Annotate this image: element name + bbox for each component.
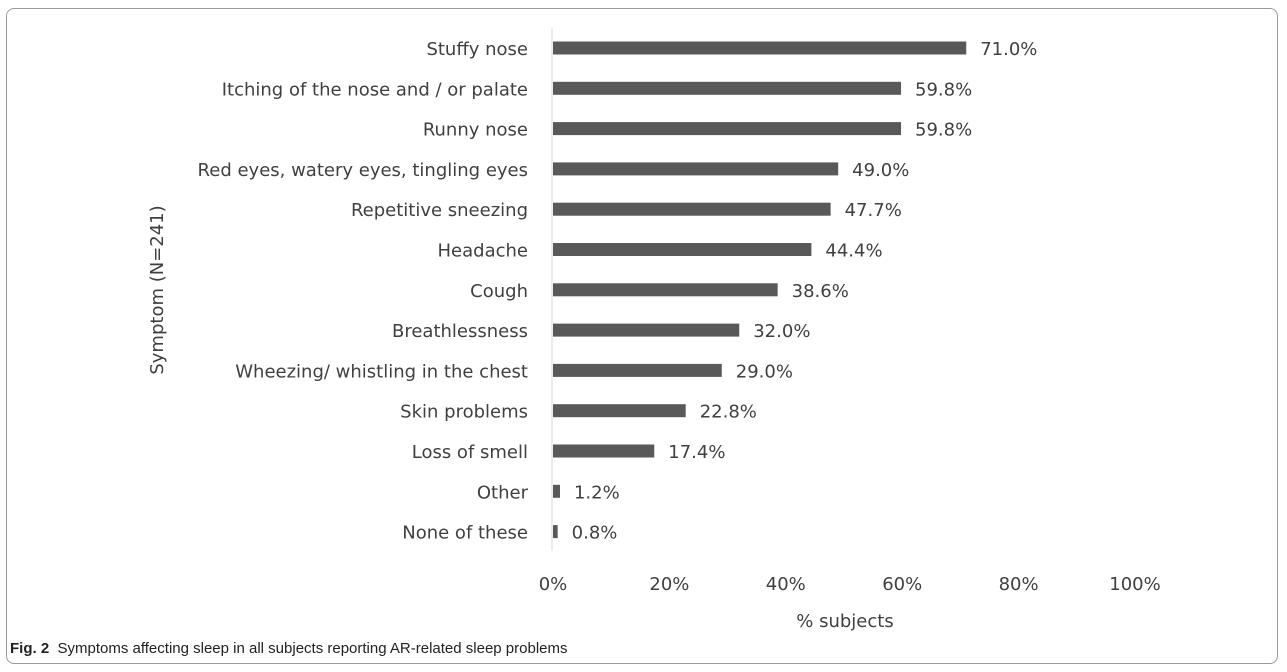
bar — [553, 243, 812, 256]
data-label: 71.0% — [980, 39, 1037, 60]
data-label: 29.0% — [736, 361, 793, 382]
caption-text: Symptoms affecting sleep in all subjects… — [57, 640, 568, 657]
data-label: 44.4% — [825, 241, 882, 262]
data-label: 49.0% — [852, 160, 909, 181]
bar — [553, 363, 722, 377]
category-label: Red eyes, watery eyes, tingling eyes — [198, 160, 528, 181]
y-axis-label: Symptom (N=241) — [147, 205, 168, 374]
data-label: 38.6% — [792, 281, 849, 302]
bar — [553, 202, 831, 216]
category-label: Runny nose — [423, 120, 528, 141]
x-tick-label: 100% — [1109, 574, 1160, 595]
category-label: Stuffy nose — [426, 39, 528, 60]
bar — [553, 323, 740, 337]
bar — [553, 484, 560, 498]
category-label: Loss of smell — [412, 442, 528, 463]
category-label: Headache — [438, 241, 528, 262]
bar — [553, 81, 902, 95]
figure-frame — [6, 8, 1278, 664]
category-label: Breathlessness — [392, 321, 528, 342]
data-label: 59.8% — [915, 120, 972, 141]
bar — [553, 122, 902, 136]
data-label: 0.8% — [572, 523, 618, 544]
data-label: 32.0% — [753, 321, 810, 342]
bar — [553, 41, 967, 55]
data-label: 22.8% — [700, 402, 757, 423]
category-label: Skin problems — [400, 402, 528, 423]
category-label: Wheezing/ whistling in the chest — [235, 361, 528, 382]
x-tick-label: 0% — [539, 574, 568, 595]
data-label: 47.7% — [845, 200, 902, 221]
data-label: 59.8% — [915, 79, 972, 100]
bar — [553, 525, 558, 539]
figure-caption: Fig. 2 Symptoms affecting sleep in all s… — [10, 640, 568, 657]
x-tick-label: 20% — [649, 574, 689, 595]
bar — [553, 283, 778, 297]
x-tick-label: 80% — [999, 574, 1039, 595]
category-label: Itching of the nose and / or palate — [222, 79, 528, 100]
x-tick-label: 60% — [882, 574, 922, 595]
data-label: 1.2% — [574, 482, 620, 503]
x-tick-label: 40% — [766, 574, 806, 595]
bar — [553, 404, 686, 418]
bar — [553, 444, 655, 458]
caption-label: Fig. 2 — [10, 640, 50, 657]
data-label: 17.4% — [668, 442, 725, 463]
category-label: None of these — [402, 523, 528, 544]
x-axis-label: % subjects — [796, 611, 893, 632]
category-label: Cough — [470, 281, 528, 302]
category-label: Repetitive sneezing — [351, 200, 528, 221]
category-label: Other — [477, 482, 529, 503]
bar-chart: Symptom (N=241) % subjects Stuffy nose 71… — [147, 28, 1161, 632]
bar — [553, 162, 839, 176]
